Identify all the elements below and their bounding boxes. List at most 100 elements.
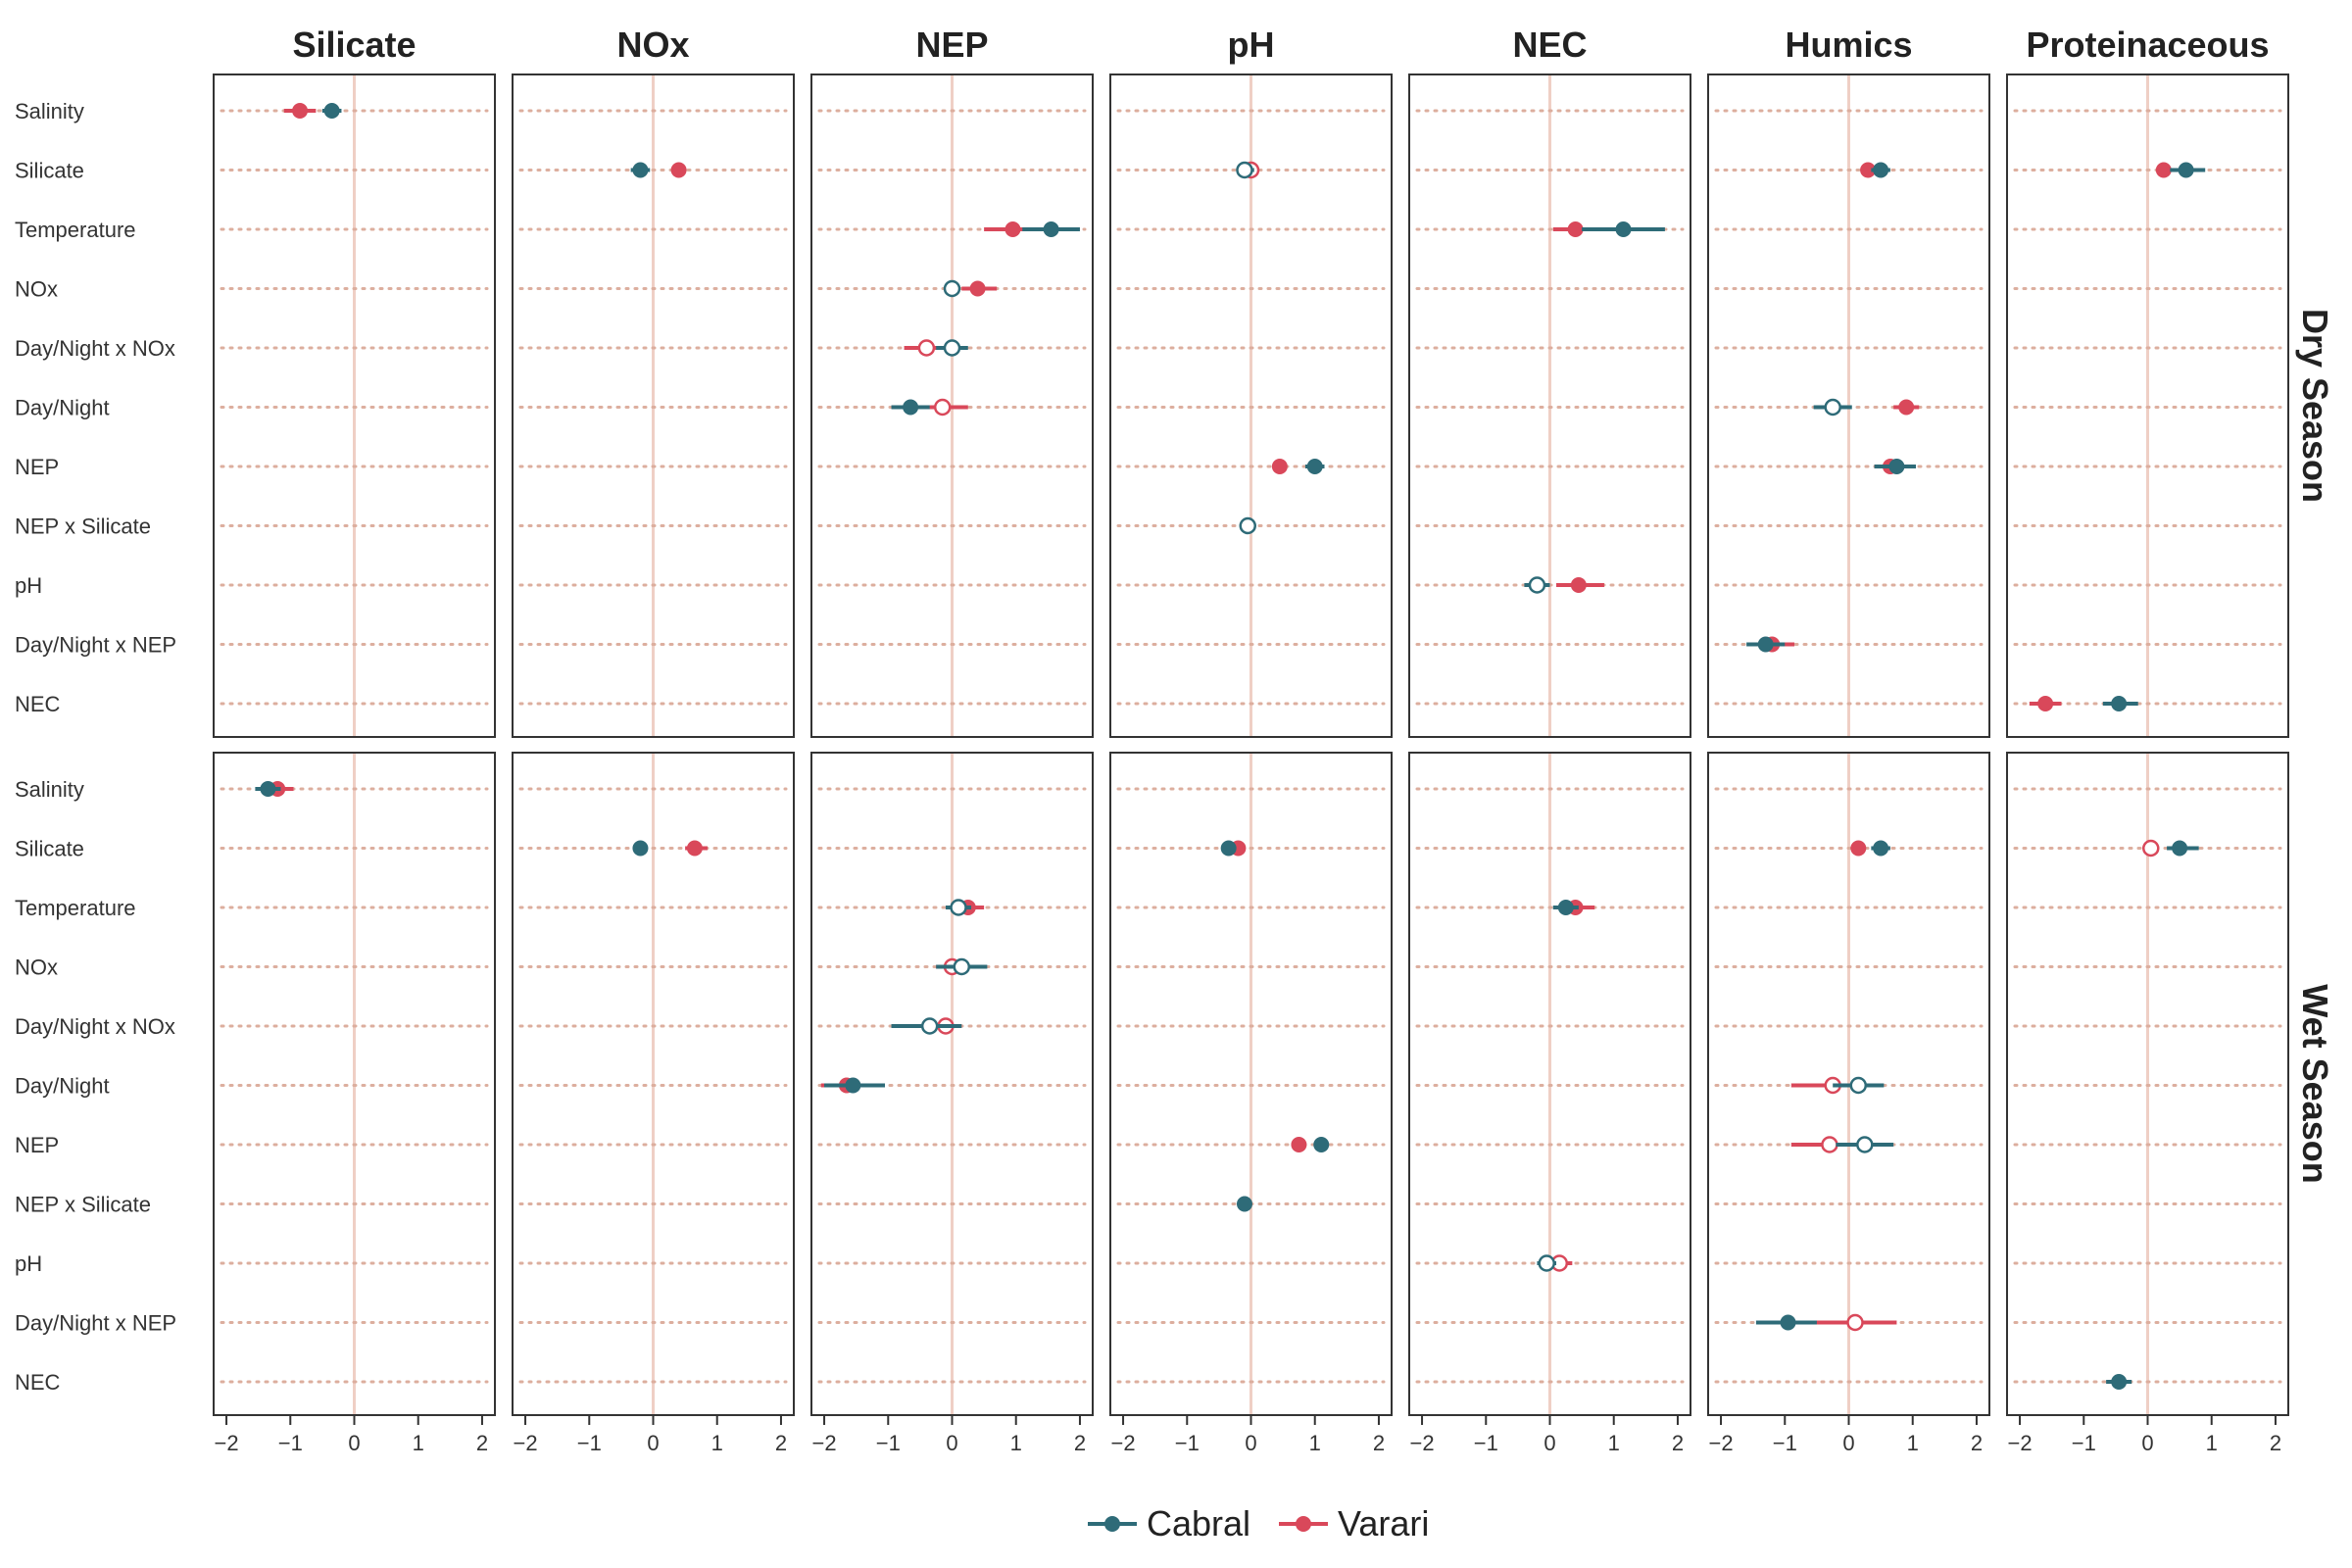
point-wet-season-proteinaceous-silicate-cabral <box>2172 840 2188 857</box>
point-dry-season-nep-day-night-x-nox-varari <box>917 339 936 357</box>
x-tick-label: −2 <box>513 1431 537 1455</box>
x-tick-label: −2 <box>1110 1431 1135 1455</box>
x-axis-nec: −2 −1 0 1 2 <box>1409 1415 1684 1455</box>
point-wet-season-nox-silicate-cabral <box>632 840 649 857</box>
x-tick-label: 0 <box>946 1431 957 1455</box>
x-tick-label: −1 <box>1175 1431 1200 1455</box>
x-tick-label: 2 <box>1672 1431 1684 1455</box>
column-title-nec: NEC <box>1512 24 1587 65</box>
panel-wet-season-silicate <box>213 752 496 1416</box>
y-label-wet-season-nec: NEC <box>15 1370 61 1395</box>
x-tick-label: 2 <box>1074 1431 1086 1455</box>
y-label-dry-season-day-night: Day/Night <box>15 396 110 420</box>
point-wet-season-silicate-salinity-cabral <box>260 781 276 797</box>
panel-wet-season-nox <box>512 752 795 1416</box>
y-label-wet-season-nep: NEP <box>15 1133 59 1157</box>
panel-dry-season-nox <box>512 74 795 738</box>
point-wet-season-humics-day-night-x-nep-varari <box>1846 1313 1864 1332</box>
point-dry-season-nec-ph-varari <box>1570 577 1587 593</box>
column-title-humics: Humics <box>1785 24 1912 65</box>
point-wet-season-humics-day-night-x-nep-cabral <box>1780 1314 1796 1331</box>
x-tick-label: −1 <box>1474 1431 1498 1455</box>
y-label-dry-season-temperature: Temperature <box>15 218 136 242</box>
row-strips: Dry Season Wet Season <box>2295 309 2335 1184</box>
x-axis-silicate: −2 −1 0 1 2 <box>214 1415 488 1455</box>
point-dry-season-nox-silicate-varari <box>670 162 687 178</box>
point-wet-season-humics-silicate-cabral <box>1873 840 1889 857</box>
x-tick-label: 0 <box>1544 1431 1555 1455</box>
point-dry-season-silicate-salinity-cabral <box>323 103 340 119</box>
panel-border <box>1408 74 1691 738</box>
point-dry-season-ph-nep-varari <box>1271 459 1288 474</box>
point-wet-season-nec-temperature-cabral <box>1557 900 1574 915</box>
column-title-nep: NEP <box>915 24 988 65</box>
panel-border <box>1109 74 1393 738</box>
y-label-dry-season-day-night-x-nox: Day/Night x NOx <box>15 336 175 361</box>
panels <box>213 74 2289 1416</box>
panel-border <box>810 74 1094 738</box>
x-tick-label: 2 <box>775 1431 787 1455</box>
point-dry-season-proteinaceous-silicate-cabral <box>2178 162 2194 178</box>
legend: Cabral Varari <box>1088 1503 1429 1544</box>
x-tick-label: 1 <box>413 1431 424 1455</box>
y-label-wet-season-day-night: Day/Night <box>15 1074 110 1099</box>
x-tick-label: 1 <box>1608 1431 1620 1455</box>
point-dry-season-nep-day-night-cabral <box>903 399 919 416</box>
y-label-wet-season-ph: pH <box>15 1251 42 1276</box>
x-tick-label: 2 <box>476 1431 488 1455</box>
legend-key-point <box>1296 1516 1311 1532</box>
y-label-wet-season-nep-x-silicate: NEP x Silicate <box>15 1193 151 1217</box>
legend-item-cabral: Cabral <box>1088 1503 1250 1544</box>
legend-key-point <box>1104 1516 1120 1532</box>
point-dry-season-ph-nep-cabral <box>1306 459 1323 474</box>
point-dry-season-nep-day-night-varari <box>933 398 952 416</box>
x-axis-nox: −2 −1 0 1 2 <box>513 1415 787 1455</box>
point-wet-season-humics-day-night-cabral <box>1849 1076 1868 1095</box>
y-label-wet-season-day-night-x-nox: Day/Night x NOx <box>15 1014 175 1039</box>
point-wet-season-nep-temperature-cabral <box>950 899 967 916</box>
panel-wet-season-nec <box>1408 752 1691 1416</box>
point-wet-season-humics-nep-varari <box>1821 1136 1838 1153</box>
x-tick-label: −2 <box>1708 1431 1733 1455</box>
x-tick-label: 0 <box>647 1431 659 1455</box>
y-label-wet-season-day-night-x-nep: Day/Night x NEP <box>15 1311 176 1336</box>
x-tick-label: −1 <box>278 1431 303 1455</box>
x-tick-label: 1 <box>2206 1431 2218 1455</box>
point-dry-season-nep-temperature-varari <box>1004 221 1021 237</box>
x-tick-label: −2 <box>214 1431 238 1455</box>
point-dry-season-proteinaceous-nec-cabral <box>2111 696 2128 711</box>
panel-dry-season-nec <box>1408 74 1691 738</box>
point-dry-season-humics-day-night-cabral <box>1824 398 1841 416</box>
panel-wet-season-humics <box>1707 752 1990 1416</box>
column-title-proteinaceous: Proteinaceous <box>2026 24 2269 65</box>
x-tick-label: −1 <box>876 1431 901 1455</box>
point-wet-season-nep-day-night-x-nox-cabral <box>920 1017 939 1035</box>
point-wet-season-ph-nep-cabral <box>1313 1137 1330 1152</box>
x-axis-nep: −2 −1 0 1 2 <box>811 1415 1086 1455</box>
panel-border <box>2006 74 2289 738</box>
y-label-dry-season-nec: NEC <box>15 692 61 716</box>
point-dry-season-nec-temperature-varari <box>1567 221 1584 237</box>
y-label-wet-season-nox: NOx <box>15 956 58 980</box>
x-tick-label: −1 <box>577 1431 602 1455</box>
x-tick-label: 1 <box>1907 1431 1919 1455</box>
legend-label-varari: Varari <box>1338 1503 1429 1544</box>
point-dry-season-humics-nep-cabral <box>1888 459 1905 474</box>
point-wet-season-ph-silicate-cabral <box>1220 840 1237 857</box>
legend-item-varari: Varari <box>1279 1503 1429 1544</box>
point-dry-season-nox-silicate-cabral <box>632 162 649 178</box>
point-dry-season-nec-temperature-cabral <box>1615 221 1632 237</box>
panel-dry-season-ph <box>1109 74 1393 738</box>
point-dry-season-humics-silicate-varari <box>1860 162 1877 178</box>
x-tick-label: 0 <box>2141 1431 2153 1455</box>
x-tick-label: 1 <box>711 1431 723 1455</box>
x-tick-label: 2 <box>1373 1431 1385 1455</box>
point-dry-season-nep-day-night-x-nox-cabral <box>943 339 961 357</box>
panel-border <box>512 74 795 738</box>
point-wet-season-humics-silicate-varari <box>1850 840 1867 857</box>
x-tick-label: 0 <box>1842 1431 1854 1455</box>
x-tick-label: −2 <box>811 1431 836 1455</box>
point-dry-season-nep-temperature-cabral <box>1043 221 1059 237</box>
column-title-ph: pH <box>1228 24 1275 65</box>
